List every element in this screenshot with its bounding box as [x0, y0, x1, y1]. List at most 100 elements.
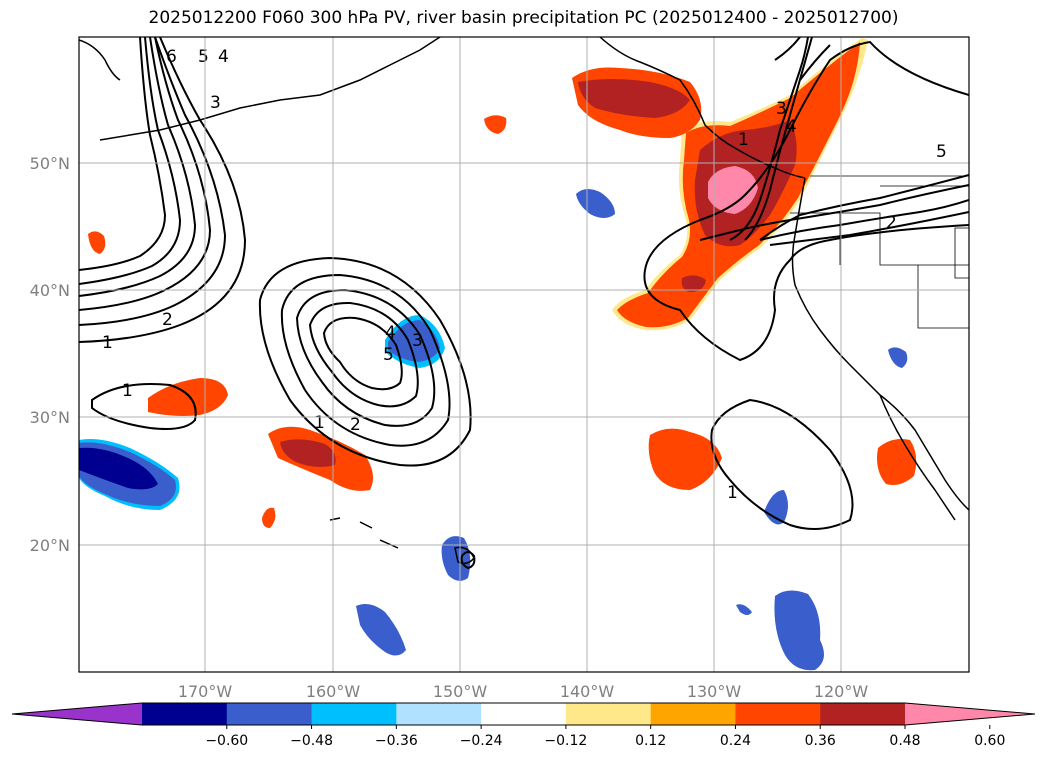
colorbar: −0.60 −0.48 −0.36 −0.24 −0.12 0.12 0.24 0.36 0.4… — [11, 702, 1036, 749]
coastline-west-coast — [791, 177, 969, 511]
contour-east-4 — [744, 37, 813, 241]
precip-area-gulf-alaska-red — [578, 79, 690, 118]
pv-contours — [79, 37, 969, 570]
coastline-kamchatka — [79, 39, 121, 81]
contour-label-3: 3 — [210, 93, 221, 113]
precip-area-red-tiny — [681, 275, 706, 292]
contour-label-5-east: 5 — [936, 142, 947, 162]
contour-east-dip — [643, 224, 969, 362]
precip-area-pnw-pink — [708, 166, 758, 214]
colorbar-tick-label: −0.12 — [544, 733, 587, 749]
precip-area-small-3 — [262, 507, 276, 528]
contour-east-2 — [699, 184, 969, 241]
positive-precip-areas — [88, 38, 917, 528]
contour-cutoff-1 — [258, 256, 472, 467]
contour-east-6 — [759, 199, 969, 241]
contour-label-2: 2 — [162, 310, 173, 330]
precip-area-west — [148, 378, 228, 416]
colorbar-outline — [11, 702, 1036, 726]
contour-west-2 — [79, 37, 227, 326]
contour-east-1 — [644, 40, 969, 271]
map-title: 2025012200 F060 300 hPa PV, river basin … — [148, 8, 899, 28]
colorbar-extend-min — [12, 703, 142, 725]
contour-label-2-cutoff: 2 — [350, 415, 361, 435]
precip-area-small-1 — [484, 115, 507, 134]
contour-west-low — [91, 383, 197, 430]
precip-area-small-2 — [88, 231, 106, 254]
contour-hawaii-loop — [460, 551, 476, 570]
lon-label-150w: 150°W — [433, 682, 488, 701]
contour-label-1-east: 1 — [727, 483, 738, 503]
contour-label-5-cutoff: 5 — [383, 345, 394, 365]
contour-label-4-east: 4 — [786, 117, 797, 137]
contour-label-1-cutoff: 1 — [314, 413, 325, 433]
lon-label-170w: 170°W — [178, 682, 233, 701]
contour-west-4 — [79, 37, 197, 297]
colorbar-segment-6 — [650, 703, 736, 725]
plot-frame — [78, 36, 970, 673]
colorbar-segment-5 — [565, 703, 652, 725]
contour-label-2-east: 2 — [886, 213, 897, 233]
contour-west-1 — [79, 37, 247, 343]
precip-area-small-blue-1 — [576, 188, 615, 218]
colorbar-segment-8 — [820, 703, 906, 725]
precip-area-tiny-blue — [736, 604, 752, 615]
coastline-hawaii — [329, 517, 475, 565]
precip-area-south-2 — [774, 590, 824, 671]
colorbar-tick-label: 0.60 — [974, 733, 1005, 749]
lon-label-120w: 120°W — [814, 682, 869, 701]
contour-cutoff-5 — [322, 316, 403, 391]
longitude-labels: 170°W 160°W 150°W 140°W 130°W 120°W — [178, 682, 869, 701]
colorbar-tick-label: 0.48 — [889, 733, 920, 749]
gridlines — [79, 37, 969, 672]
precip-area-south-1 — [356, 604, 406, 656]
colorbar-extend-max — [905, 703, 1035, 725]
colorbar-tick-label: −0.60 — [205, 733, 248, 749]
colorbar-tick-label: 0.12 — [635, 733, 666, 749]
contour-label-6: 6 — [166, 47, 177, 67]
colorbar-tick-label: −0.48 — [290, 733, 333, 749]
contour-east-7 — [769, 211, 969, 246]
colorbar-segment-1 — [226, 703, 313, 725]
contour-east-5 — [759, 174, 969, 241]
lat-label-40n: 40°N — [30, 281, 70, 300]
contour-cutoff-4 — [308, 301, 419, 408]
precip-area-east-central — [648, 428, 722, 490]
colorbar-segment-4 — [481, 703, 567, 725]
lon-label-160w: 160°W — [306, 682, 361, 701]
contour-label-1-east-top: 1 — [738, 130, 749, 150]
contour-cutoff-2 — [280, 273, 451, 447]
lon-label-140w: 140°W — [560, 682, 615, 701]
contour-east-3 — [729, 37, 809, 241]
contour-label-3-cutoff: 3 — [412, 331, 423, 351]
lat-label-50n: 50°N — [30, 154, 70, 173]
lat-label-20n: 20°N — [30, 536, 70, 555]
contour-west-6 — [79, 37, 167, 271]
colorbar-tick-label: 0.24 — [720, 733, 751, 749]
colorbar-segment-7 — [735, 703, 821, 725]
contour-label-5: 5 — [198, 47, 209, 67]
contour-west-5 — [79, 37, 182, 285]
precip-area-baja — [877, 439, 917, 485]
contour-label-1-low: 1 — [122, 381, 133, 401]
colorbar-segment-2 — [311, 703, 397, 725]
coastline-baja — [879, 394, 956, 521]
colorbar-segment-3 — [396, 703, 482, 725]
contour-west-3 — [79, 37, 212, 311]
colorbar-tick-label: 0.36 — [805, 733, 836, 749]
precip-area-central-red — [280, 439, 336, 467]
contour-southeast — [710, 398, 854, 530]
map-background — [79, 37, 969, 672]
contour-label-3-east: 3 — [776, 99, 787, 119]
contour-label-1-west: 1 — [102, 333, 113, 353]
lon-label-130w: 130°W — [687, 682, 742, 701]
contour-label-group: 6 5 4 3 2 1 1 4 3 5 1 2 1 3 4 5 2 1 — [102, 47, 947, 503]
colorbar-tick-label: −0.36 — [375, 733, 418, 749]
precip-area-ca-coast — [888, 347, 908, 368]
contour-east-top — [774, 37, 831, 81]
contour-label-4: 4 — [218, 47, 229, 67]
latitude-labels: 50°N 40°N 30°N 20°N — [30, 154, 70, 555]
lat-label-30n: 30°N — [30, 408, 70, 427]
precip-area-far-west-navy — [79, 447, 158, 490]
